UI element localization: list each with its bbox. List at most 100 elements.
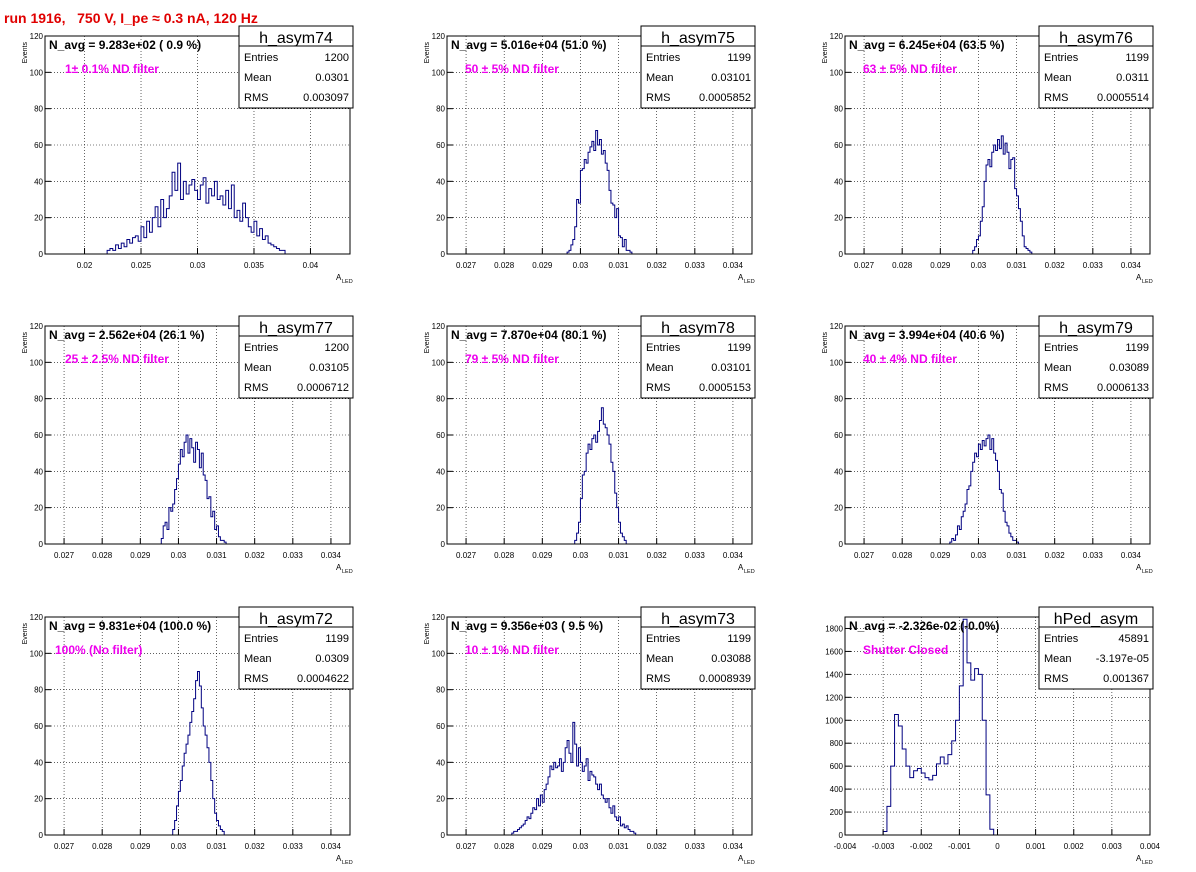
- y-tick-label: 0: [839, 540, 844, 549]
- filter-annotation: 25 ± 2.5% ND filter: [65, 352, 169, 366]
- x-tick-label: 0.03: [573, 551, 589, 560]
- y-tick-label: 0: [39, 831, 44, 840]
- stats-box: [640, 606, 756, 690]
- y-tick-label: 800: [830, 739, 844, 748]
- x-tick-label: 0.02: [77, 261, 93, 270]
- x-tick-label: -0.003: [872, 842, 895, 851]
- x-tick-label: 0.031: [609, 261, 630, 270]
- y-tick-label: 400: [830, 785, 844, 794]
- y-tick-label: 100: [30, 358, 44, 367]
- filter-annotation: 50 ± 5% ND filter: [465, 62, 559, 76]
- stats-value: -3.197e-05: [1096, 653, 1149, 665]
- x-tick-label: 0.029: [532, 261, 553, 270]
- stats-label: Entries: [1044, 52, 1079, 64]
- filter-annotation: 40 ± 4% ND filter: [863, 352, 957, 366]
- x-tick-label: 0.031: [207, 842, 228, 851]
- stats-value: 1199: [325, 633, 349, 645]
- stats-value: 45891: [1118, 633, 1149, 645]
- y-tick-label: 80: [834, 105, 843, 114]
- x-tick-label: 0.003: [1102, 842, 1123, 851]
- y-tick-label: 40: [834, 467, 843, 476]
- x-axis-label-sub: LED: [342, 279, 353, 285]
- y-tick-label: 100: [432, 358, 446, 367]
- x-tick-label: 0.029: [130, 551, 151, 560]
- y-tick-label: 20: [834, 504, 843, 513]
- x-tick-label: -0.002: [910, 842, 933, 851]
- histogram-panel: 0.027 0.028 0.029 0.03 0.031 0.032 0.033 0.034 A…: [424, 25, 756, 285]
- x-tick-label: 0.033: [1083, 261, 1104, 270]
- x-tick-label: 0.029: [930, 551, 951, 560]
- y-axis-label: Events: [424, 42, 431, 64]
- histogram-panel: 0.027 0.028 0.029 0.03 0.031 0.032 0.033 0.034 A…: [822, 315, 1154, 575]
- stats-value: 0.03101: [711, 362, 751, 374]
- y-tick-label: 1000: [825, 716, 843, 725]
- x-tick-label: 0.031: [1007, 551, 1028, 560]
- panel-title: N_avg = 9.356e+03 ( 9.5 %): [451, 619, 603, 633]
- histogram-series: [566, 129, 633, 254]
- x-tick-label: 0.002: [1064, 842, 1085, 851]
- y-tick-label: 20: [34, 504, 43, 513]
- x-tick-label: -0.004: [834, 842, 857, 851]
- y-tick-label: 40: [834, 177, 843, 186]
- stats-label: Mean: [646, 362, 674, 374]
- x-tick-label: 0.025: [131, 261, 152, 270]
- y-tick-label: 1400: [825, 670, 843, 679]
- y-tick-label: 0: [441, 250, 446, 259]
- y-tick-label: 0: [39, 250, 44, 259]
- x-tick-label: 0.004: [1140, 842, 1161, 851]
- x-tick-label: 0.027: [456, 551, 477, 560]
- x-axis-label: A: [1136, 563, 1142, 572]
- y-tick-label: 60: [34, 431, 43, 440]
- histogram-series: [106, 162, 286, 254]
- x-tick-label: 0.027: [854, 551, 875, 560]
- stats-name: h_asym78: [661, 320, 735, 337]
- x-tick-label: 0.03: [171, 551, 187, 560]
- y-tick-label: 100: [432, 68, 446, 77]
- stats-box: [1038, 315, 1154, 399]
- x-tick-label: 0.034: [1121, 261, 1142, 270]
- stats-label: Mean: [1044, 653, 1072, 665]
- x-tick-label: 0.03: [971, 551, 987, 560]
- stats-label: Entries: [1044, 342, 1079, 354]
- x-axis-label-sub: LED: [1142, 279, 1153, 285]
- stats-name: h_asym77: [259, 320, 333, 337]
- stats-value: 1199: [727, 342, 751, 354]
- x-tick-label: 0.027: [54, 842, 75, 851]
- x-tick-label: 0.031: [1007, 261, 1028, 270]
- x-tick-label: 0.033: [685, 261, 706, 270]
- y-axis-label: Events: [22, 623, 29, 645]
- histogram-panel: 0.027 0.028 0.029 0.03 0.031 0.032 0.033 0.034 A…: [22, 606, 354, 866]
- x-axis-label: A: [738, 854, 744, 863]
- x-tick-label: 0.034: [321, 842, 342, 851]
- stats-label: Mean: [244, 653, 272, 665]
- x-tick-label: 0.033: [283, 551, 304, 560]
- stats-label: Entries: [646, 633, 681, 645]
- stats-label: Entries: [244, 633, 279, 645]
- y-tick-label: 80: [436, 686, 445, 695]
- x-tick-label: -0.001: [948, 842, 971, 851]
- y-tick-label: 40: [34, 467, 43, 476]
- y-tick-label: 0: [441, 831, 446, 840]
- y-tick-label: 60: [834, 141, 843, 150]
- y-tick-label: 20: [436, 795, 445, 804]
- x-axis-label-sub: LED: [342, 569, 353, 575]
- stats-value: 0.0311: [1116, 72, 1149, 84]
- x-tick-label: 0.032: [647, 842, 668, 851]
- x-tick-label: 0.03: [971, 261, 987, 270]
- stats-label: RMS: [1044, 673, 1068, 685]
- panel-title: N_avg = 3.994e+04 (40.6 %): [849, 328, 1004, 342]
- y-tick-label: 1800: [825, 624, 843, 633]
- x-tick-label: 0.035: [244, 261, 265, 270]
- filter-annotation: 1± 0.1% ND filter: [65, 62, 159, 76]
- stats-box: [238, 315, 354, 399]
- y-axis-label: Events: [424, 623, 431, 645]
- x-axis-label-sub: LED: [744, 860, 755, 866]
- stats-box: [1038, 606, 1154, 690]
- x-tick-label: 0.027: [854, 261, 875, 270]
- stats-value: 0.0005514: [1097, 92, 1149, 104]
- y-tick-label: 120: [432, 613, 446, 622]
- stats-label: Mean: [244, 362, 272, 374]
- y-tick-label: 80: [436, 395, 445, 404]
- x-tick-label: 0.032: [245, 551, 266, 560]
